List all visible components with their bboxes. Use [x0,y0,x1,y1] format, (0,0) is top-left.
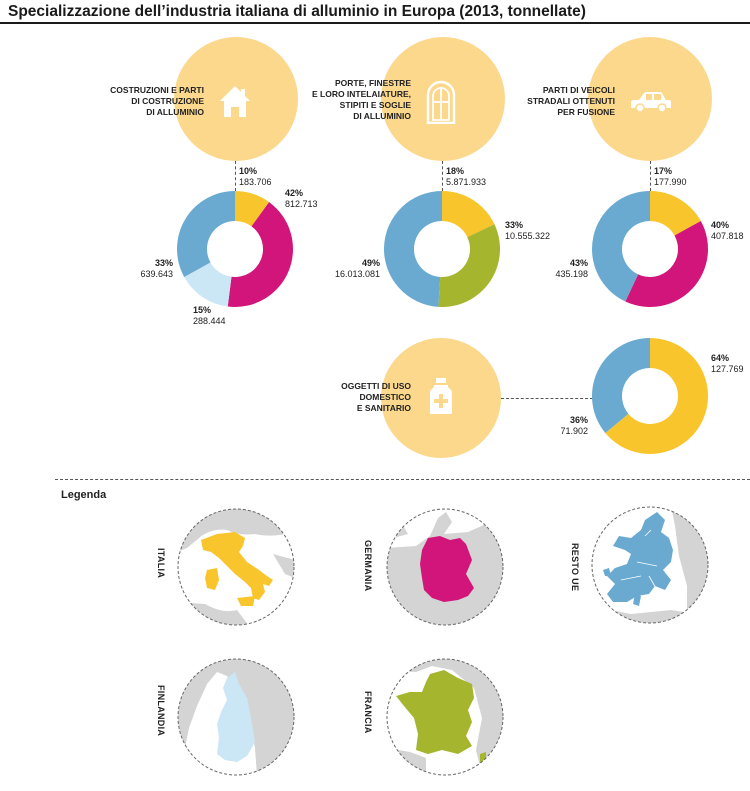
value-veicoli-italia: 17% 177.990 [654,166,687,187]
connector-veicoli [650,161,651,191]
window-icon [426,80,456,124]
legend-label-francia: FRANCIA [363,691,373,734]
value-costruzioni-resto-ue: 33% 639.643 [140,258,173,279]
category-label-veicoli: PARTI DI VEICOLI STRADALI OTTENUTI PER F… [527,85,615,117]
legend-title: Legenda [61,489,107,501]
value-porte-resto-ue: 49% 16.013.081 [334,258,380,279]
slice-veicoli-germania [625,221,709,308]
value-oggetti-italia: 64% 127.769 [711,353,744,374]
value-veicoli-resto-ue: 43% 435.198 [555,258,588,279]
slice-oggetti-italia [605,338,708,454]
sardinia-shape [205,568,219,590]
slice-veicoli-resto_ue [591,191,650,302]
bottle-icon [430,378,452,414]
legend-map-italia [177,508,295,626]
legend-label-resto-ue: RESTO UE [570,543,580,592]
legend-label-italia: ITALIA [156,548,166,579]
value-costruzioni-finlandia: 15% 288.444 [193,305,226,326]
category-label-oggetti: OGGETTI DI USO DOMESTICO E SANITARIO [341,381,411,413]
value-costruzioni-germania: 42% 812.713 [285,188,318,209]
value-porte-italia: 18% 5.871.933 [446,166,487,187]
category-label-porte: PORTE, FINESTRE E LORO INTELAIATURE, STI… [311,78,411,121]
house-icon [220,86,250,117]
slice-oggetti-resto_ue [592,338,650,433]
legend-map-francia [386,658,504,776]
germany-shape [420,536,474,602]
italy-shape [201,532,273,600]
slice-costruzioni-italia [235,191,270,227]
chart-title: Specializzazione dell’industria italiana… [8,3,586,20]
finland-shape [217,672,255,762]
category-circle-porte [381,37,505,161]
legend-label-germania: GERMANIA [363,540,373,592]
legend-map-germania [386,508,504,626]
connector-oggetti [501,398,593,399]
connector-costruzioni [235,161,236,191]
legend-map-resto-ue [591,506,709,624]
slice-costruzioni-finlandia [184,262,232,307]
car-icon [631,92,671,113]
connector-porte [442,161,443,191]
sicily-shape [237,596,255,606]
category-label-costruzioni: COSTRUZIONI E PARTI DI COSTRUZIONE DI AL… [110,85,204,117]
legend-label-finlandia: FINLANDIA [156,685,166,737]
title-rule [0,22,750,24]
value-porte-francia: 33% 10.555.322 [505,220,551,241]
slice-porte-francia [438,224,501,307]
legend-map-finlandia [177,658,295,776]
slice-veicoli-italia [650,190,701,236]
slice-porte-italia [442,190,495,238]
value-oggetti-resto-ue: 36% 71.902 [560,415,588,436]
slice-costruzioni-resto_ue [177,191,235,277]
france-shape [396,670,474,754]
value-veicoli-germania: 40% 407.818 [711,220,744,241]
legend-separator [55,479,750,480]
value-costruzioni-italia: 10% 183.706 [239,166,272,187]
slice-porte-resto_ue [383,191,442,307]
slice-costruzioni-germania [227,202,294,307]
